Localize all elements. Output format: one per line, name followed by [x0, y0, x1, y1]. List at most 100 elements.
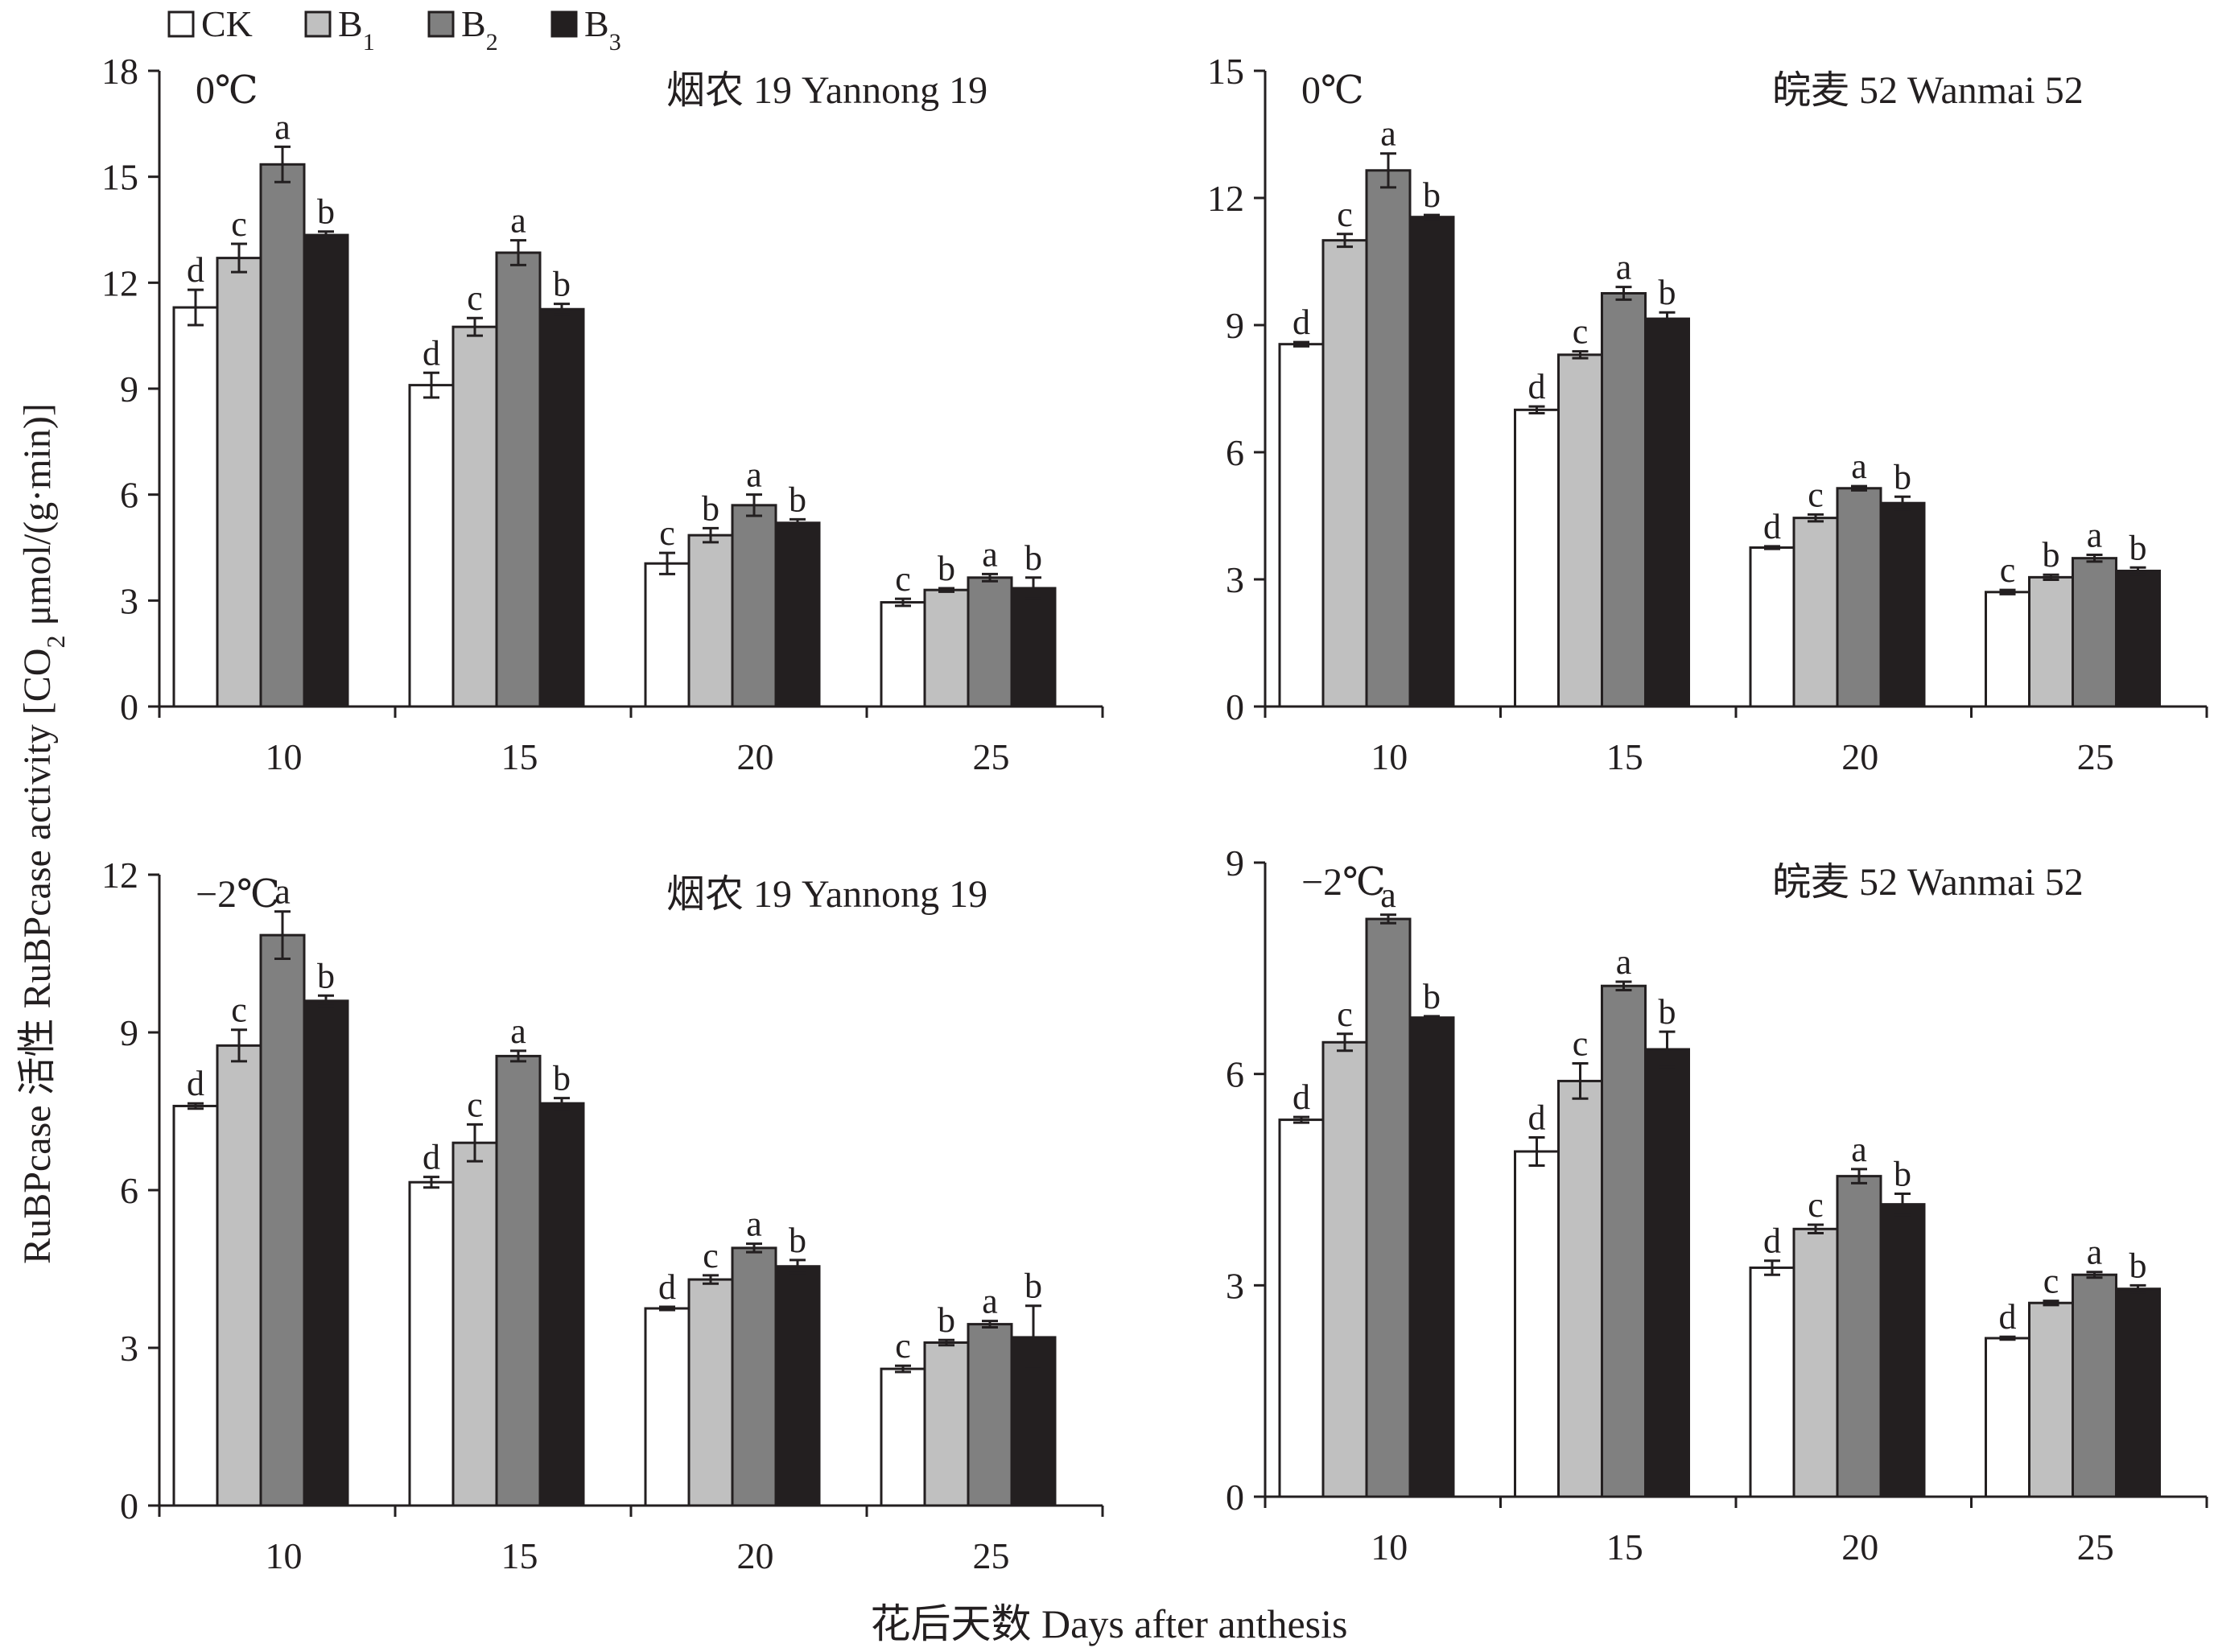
significance-letter: a	[982, 1282, 998, 1321]
legend-label-subscript: 3	[609, 29, 621, 56]
bar-b3-day-10	[1408, 216, 1455, 708]
significance-letter: a	[274, 107, 291, 146]
significance-letter: d	[423, 333, 440, 373]
bar-b1-day-25	[923, 1341, 970, 1507]
significance-letter: c	[895, 559, 911, 599]
significance-letter: a	[982, 534, 998, 574]
y-tick-label: 6	[120, 475, 138, 516]
bar-b1-day-25	[2028, 575, 2074, 708]
x-axis-label: 花后天数 Days after anthesis	[871, 1601, 1348, 1646]
significance-letter: c	[1808, 1185, 1824, 1225]
legend-label-b1: B1	[338, 3, 375, 56]
x-tick-label: 25	[2077, 736, 2114, 777]
significance-letter: b	[2129, 1246, 2147, 1285]
bar-b1-day-15	[451, 325, 498, 708]
x-tick-label: 10	[266, 736, 303, 777]
bar-ck-day-10	[1278, 1118, 1325, 1498]
bar-b3-day-20	[774, 1265, 821, 1507]
significance-letter: a	[2087, 515, 2103, 554]
y-tick-label: 6	[1226, 432, 1244, 473]
significance-letter: a	[1616, 942, 1632, 982]
y-axis-label: RuBPcase 活性 RuBPcase activity [CO2 μmol/…	[16, 403, 70, 1264]
bar-b3-day-25	[1010, 587, 1057, 708]
x-tick-label: 20	[737, 1535, 774, 1576]
bar-b2-day-25	[967, 576, 1013, 708]
legend-swatch-ck	[167, 10, 195, 38]
significance-letter: d	[423, 1138, 440, 1177]
significance-letter: a	[274, 872, 291, 912]
bar-b3-day-10	[303, 999, 349, 1507]
bar-b2-day-15	[1601, 292, 1647, 708]
bar-ck-day-10	[1278, 343, 1325, 708]
significance-letter: a	[1851, 447, 1867, 486]
significance-letter: d	[1292, 303, 1310, 342]
legend-swatch-b3	[550, 10, 578, 38]
significance-letter: d	[1763, 507, 1781, 546]
bar-b1-day-15	[451, 1141, 498, 1507]
panel-temperature-label: −2℃	[196, 873, 280, 916]
bar-b2-day-25	[2072, 557, 2117, 708]
panel-cultivar-label: 烟农 19 Yannong 19	[666, 873, 987, 916]
significance-letter: d	[1528, 367, 1546, 406]
y-tick-label: 3	[1226, 559, 1244, 600]
significance-letter: b	[1659, 273, 1676, 312]
significance-letter: b	[1894, 1155, 1911, 1194]
significance-letter: d	[1999, 1297, 2017, 1337]
x-tick-label: 15	[501, 736, 538, 777]
significance-letter: b	[1659, 992, 1676, 1032]
significance-letter: a	[1616, 248, 1632, 287]
bar-b1-day-20	[1792, 517, 1839, 708]
bar-b2-day-15	[1601, 984, 1647, 1498]
bar-ck-day-20	[1749, 546, 1795, 708]
bar-b3-day-15	[538, 1102, 585, 1507]
bar-b3-day-10	[303, 233, 349, 708]
bar-ck-day-25	[880, 1367, 926, 1507]
bar-ck-day-10	[172, 1104, 219, 1507]
bar-b1-day-10	[1321, 1040, 1368, 1498]
significance-letter: b	[1024, 1267, 1042, 1306]
significance-letter: c	[231, 204, 247, 244]
legend-label-text: B	[584, 3, 609, 44]
legend-label-text: B	[338, 3, 363, 44]
bar-b2-day-20	[731, 1246, 777, 1507]
bar-b1-day-25	[2028, 1301, 2074, 1498]
significance-letter: a	[510, 201, 526, 241]
significance-letter: c	[1573, 1024, 1589, 1064]
legend-label-text: B	[461, 3, 486, 44]
significance-letter: a	[510, 1011, 526, 1051]
significance-letter: b	[938, 549, 955, 588]
bar-b3-day-15	[538, 307, 585, 708]
bar-b2-day-10	[259, 163, 306, 708]
significance-letter: c	[659, 513, 675, 553]
bar-b2-day-10	[1365, 169, 1412, 708]
y-tick-label: 9	[120, 369, 138, 410]
bar-b1-day-20	[687, 534, 734, 708]
significance-letter: b	[702, 488, 719, 528]
significance-letter: b	[1024, 538, 1042, 578]
significance-letter: a	[746, 1205, 762, 1244]
significance-letter: c	[1808, 475, 1824, 514]
significance-letter: d	[1292, 1077, 1310, 1117]
significance-letter: b	[553, 1059, 571, 1098]
x-tick-label: 15	[1606, 736, 1643, 777]
bar-b3-day-25	[2115, 1287, 2161, 1498]
y-tick-label: 6	[120, 1170, 138, 1211]
bar-ck-day-20	[644, 1307, 691, 1507]
bar-b2-day-20	[1836, 487, 1882, 708]
y-tick-label: 18	[101, 51, 138, 92]
bar-b3-day-10	[1408, 1016, 1455, 1498]
y-axis-label-main: RuBPcase 活性 RuBPcase activity [CO	[16, 649, 59, 1264]
panel-cultivar-label: 烟农 19 Yannong 19	[666, 69, 987, 112]
significance-letter: b	[789, 1221, 806, 1260]
panel-cultivar-label: 皖麦 52 Wanmai 52	[1772, 861, 2084, 904]
significance-letter: a	[1851, 1130, 1867, 1169]
bar-ck-day-25	[880, 601, 926, 708]
significance-letter: d	[187, 250, 204, 290]
legend-label-b2: B2	[461, 3, 498, 56]
panel-temperature-label: 0℃	[1301, 69, 1364, 112]
significance-letter: a	[746, 455, 762, 495]
bar-ck-day-10	[172, 306, 219, 708]
